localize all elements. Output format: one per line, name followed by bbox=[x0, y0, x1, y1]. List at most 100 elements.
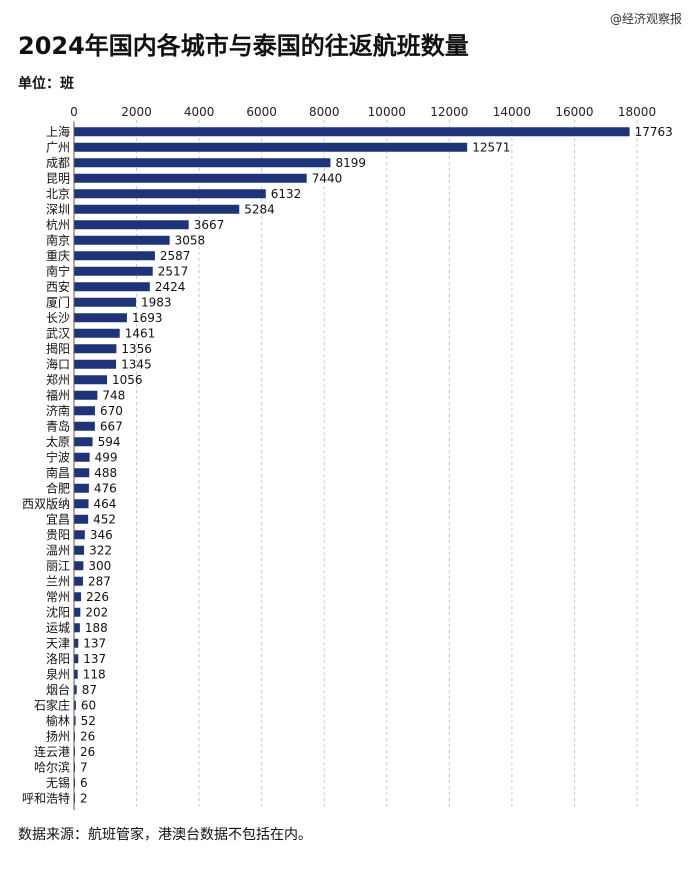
watermark: @经济观察报 bbox=[609, 12, 682, 26]
y-category-label: 杭州 bbox=[46, 217, 70, 232]
y-category-label: 哈尔滨 bbox=[34, 759, 70, 774]
y-category-label: 无锡 bbox=[46, 775, 70, 790]
value-label: 464 bbox=[94, 497, 117, 511]
value-label: 594 bbox=[98, 435, 121, 449]
bar-宜昌 bbox=[74, 514, 89, 524]
y-category-label: 南宁 bbox=[46, 263, 70, 278]
value-label: 670 bbox=[100, 404, 123, 418]
source-note: 数据来源：航班管家，港澳台数据不包括在内。 bbox=[18, 827, 312, 843]
bar-运城 bbox=[74, 623, 80, 633]
bar-合肥 bbox=[74, 483, 89, 493]
bar-西安 bbox=[74, 282, 150, 292]
value-label: 499 bbox=[95, 450, 118, 464]
y-category-label: 长沙 bbox=[46, 311, 70, 325]
y-category-label: 武汉 bbox=[46, 326, 70, 340]
y-category-label: 南京 bbox=[46, 232, 70, 247]
x-tick-label: 8000 bbox=[309, 105, 340, 119]
bar-杭州 bbox=[74, 220, 189, 230]
value-label: 748 bbox=[102, 388, 125, 402]
bars bbox=[74, 127, 630, 803]
y-category-label: 温州 bbox=[46, 543, 70, 557]
value-label: 667 bbox=[100, 419, 123, 433]
x-tick-label: 12000 bbox=[430, 105, 468, 119]
bar-厦门 bbox=[74, 297, 137, 307]
value-label: 2517 bbox=[158, 264, 189, 278]
x-tick-label: 0 bbox=[70, 105, 78, 119]
value-label: 6132 bbox=[271, 187, 302, 201]
y-category-label: 常州 bbox=[46, 590, 70, 604]
bar-西双版纳 bbox=[74, 499, 89, 509]
value-label: 1983 bbox=[141, 295, 172, 309]
value-label: 2587 bbox=[160, 249, 191, 263]
y-category-label: 丽江 bbox=[46, 559, 70, 573]
y-category-label: 连云港 bbox=[34, 744, 70, 759]
bar-揭阳 bbox=[74, 344, 117, 354]
value-label: 26 bbox=[80, 745, 95, 759]
value-label: 202 bbox=[85, 605, 108, 619]
y-category-label: 郑州 bbox=[46, 372, 70, 387]
bar-济南 bbox=[74, 406, 95, 416]
y-category-label: 海口 bbox=[46, 356, 70, 371]
bar-贵阳 bbox=[74, 530, 85, 540]
value-label: 300 bbox=[88, 559, 111, 573]
bar-石家庄 bbox=[74, 700, 76, 710]
y-category-label: 济南 bbox=[46, 403, 70, 418]
y-category-label: 广州 bbox=[46, 140, 70, 154]
bar-天津 bbox=[74, 638, 79, 648]
value-label: 452 bbox=[93, 512, 116, 526]
bar-广州 bbox=[74, 142, 468, 152]
value-label: 1356 bbox=[121, 342, 152, 356]
bar-太原 bbox=[74, 437, 93, 447]
y-category-label: 宜昌 bbox=[46, 511, 70, 526]
bar-重庆 bbox=[74, 251, 155, 261]
y-category-label: 揭阳 bbox=[46, 341, 70, 356]
x-tick-label: 6000 bbox=[246, 105, 277, 119]
bar-榆林 bbox=[74, 716, 76, 726]
y-category-label: 福州 bbox=[46, 387, 70, 402]
value-labels: 1776312571819974406132528436673058258725… bbox=[80, 125, 673, 806]
y-category-label: 榆林 bbox=[46, 713, 70, 728]
y-category-label: 厦门 bbox=[46, 294, 70, 309]
y-category-label: 西安 bbox=[46, 279, 70, 294]
bar-深圳 bbox=[74, 204, 240, 214]
value-label: 188 bbox=[85, 621, 108, 635]
y-category-label: 北京 bbox=[46, 187, 70, 201]
value-label: 322 bbox=[89, 543, 112, 557]
y-category-label: 烟台 bbox=[46, 682, 70, 697]
value-label: 476 bbox=[94, 481, 117, 495]
bar-北京 bbox=[74, 189, 266, 199]
y-category-label: 宁波 bbox=[46, 449, 70, 464]
y-category-label: 扬州 bbox=[46, 728, 70, 743]
bar-南宁 bbox=[74, 266, 153, 276]
y-category-label: 石家庄 bbox=[34, 697, 70, 712]
value-label: 2424 bbox=[155, 280, 186, 294]
y-category-label: 上海 bbox=[46, 124, 70, 139]
bar-上海 bbox=[74, 127, 630, 137]
bar-昆明 bbox=[74, 173, 307, 183]
unit-label: 单位：班 bbox=[18, 76, 74, 92]
y-category-label: 青岛 bbox=[46, 418, 70, 433]
y-category-label: 贵阳 bbox=[46, 528, 70, 542]
value-label: 488 bbox=[94, 466, 117, 480]
value-label: 1345 bbox=[121, 357, 152, 371]
value-label: 1461 bbox=[125, 326, 156, 340]
y-category-label: 西双版纳 bbox=[22, 497, 70, 511]
y-category-label: 呼和浩特 bbox=[22, 790, 70, 805]
value-label: 12571 bbox=[472, 140, 510, 154]
value-label: 7 bbox=[80, 760, 88, 774]
value-label: 1056 bbox=[112, 373, 143, 387]
bar-长沙 bbox=[74, 313, 127, 323]
value-label: 7440 bbox=[312, 171, 343, 185]
value-label: 5284 bbox=[244, 202, 275, 216]
value-label: 137 bbox=[83, 652, 106, 666]
x-tick-label: 18000 bbox=[618, 105, 656, 119]
y-category-label: 合肥 bbox=[46, 480, 70, 495]
y-category-label: 兰州 bbox=[46, 574, 70, 588]
y-category-label: 洛阳 bbox=[46, 651, 70, 666]
bar-常州 bbox=[74, 592, 82, 602]
x-tick-label: 10000 bbox=[368, 105, 406, 119]
bar-海口 bbox=[74, 359, 117, 369]
bar-武汉 bbox=[74, 328, 120, 338]
value-label: 17763 bbox=[635, 125, 673, 139]
